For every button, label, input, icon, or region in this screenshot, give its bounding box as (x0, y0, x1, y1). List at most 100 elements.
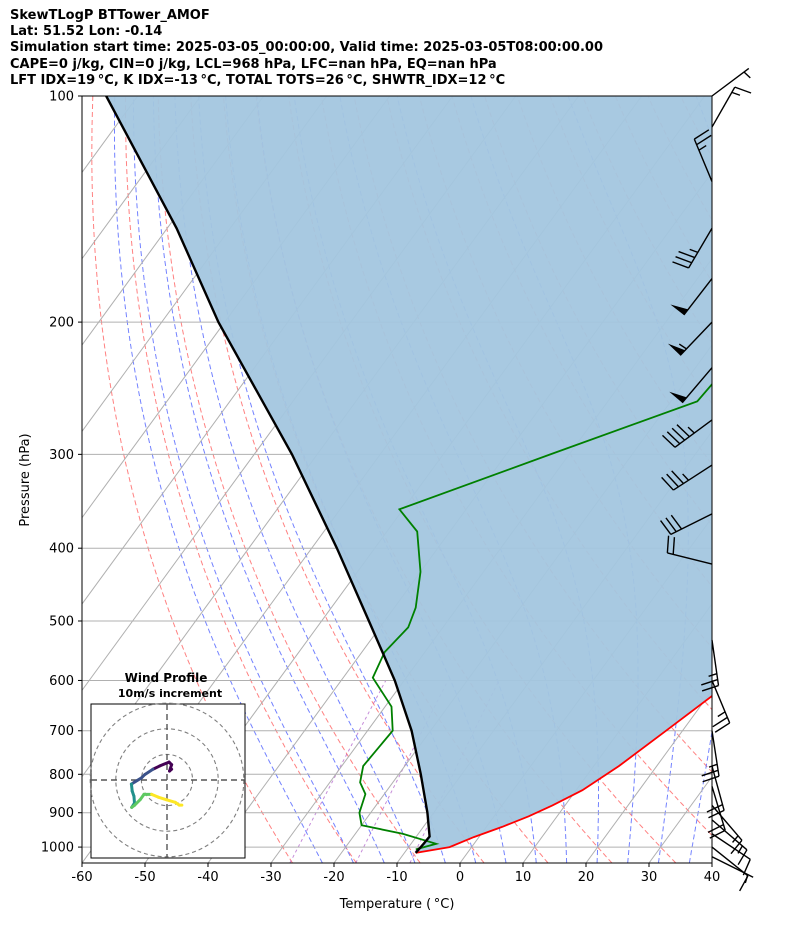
x-tick-label: 0 (456, 870, 464, 885)
moist-adiabat (152, 96, 385, 863)
barb-full (666, 535, 670, 554)
barb-flag (670, 304, 689, 315)
y-tick-label: 600 (49, 674, 74, 689)
dry-adiabat (746, 96, 794, 863)
x-tick-label: 40 (704, 870, 721, 885)
y-tick-label: 500 (49, 614, 74, 629)
barb-flag (669, 391, 687, 403)
hodograph-segment (164, 798, 177, 804)
barb-full (709, 829, 726, 839)
wind-barb (667, 321, 713, 356)
barb-half (737, 845, 743, 854)
barb-full (661, 476, 674, 491)
barb-flag (667, 343, 686, 356)
wind-barb (711, 819, 748, 866)
x-tick-label: -40 (197, 870, 218, 885)
barb-full (739, 875, 749, 892)
barb-shaft (679, 321, 713, 356)
wind-barb (701, 639, 720, 692)
moist-adiabat (114, 96, 323, 863)
chart-header: SkewTLogP BTTower_AMOF Lat: 51.52 Lon: -… (10, 8, 603, 89)
instability-indices: CAPE=0 j/kg, CIN=0 j/kg, LCL=968 hPa, LF… (10, 56, 497, 72)
moist-adiabat (752, 96, 794, 863)
barb-full (671, 427, 686, 441)
barb-full (706, 803, 723, 813)
barb-full (701, 678, 718, 686)
y-tick-label: 400 (49, 542, 74, 557)
isotherm (82, 96, 202, 260)
barb-shaft (667, 552, 713, 565)
hodograph-inset: Wind Profile 10m/s increment (89, 671, 246, 859)
barb-shaft (711, 786, 726, 831)
wind-barb (711, 846, 749, 892)
y-tick-label: 700 (49, 724, 74, 739)
hodograph-content (89, 702, 245, 858)
y-tick-label: 1000 (41, 841, 74, 856)
moist-adiabat (720, 96, 794, 863)
station-location: Lat: 51.52 Lon: -0.14 (10, 24, 163, 40)
x-tick-label: -20 (323, 870, 344, 885)
isotherm (711, 862, 712, 863)
barb-full (701, 684, 719, 692)
barb-shaft (670, 513, 713, 536)
barb-full (678, 250, 696, 259)
isotherm (585, 689, 712, 863)
barb-full (666, 431, 681, 445)
hodograph-segment (158, 760, 171, 768)
barb-full (660, 520, 672, 535)
wind-barb (661, 464, 713, 491)
wind-barb (666, 535, 713, 565)
barb-half (732, 835, 739, 843)
dry-adiabat (779, 96, 794, 863)
y-tick-label: 200 (49, 316, 74, 331)
hodograph-title: Wind Profile (125, 671, 208, 685)
moist-adiabat (133, 96, 354, 863)
barb-half (708, 763, 718, 768)
hodograph-subtitle: 10m/s increment (118, 687, 222, 700)
wind-barb (707, 786, 726, 839)
chart-title: SkewTLogP BTTower_AMOF (10, 8, 210, 23)
x-tick-label: -60 (71, 870, 92, 885)
barb-shaft (711, 639, 720, 686)
axes: -60 -50 -40 -30 -20 -10 0 10 20 30 40 100 200 300 400 5… (41, 90, 720, 886)
barb-shaft (683, 278, 713, 316)
barb-full (666, 473, 679, 488)
temperature-profile (415, 694, 712, 854)
barb-shaft (711, 804, 743, 841)
wind-barbs (660, 67, 754, 892)
isotherm (0, 96, 12, 863)
barb-full (707, 823, 724, 834)
barb-full (714, 722, 731, 733)
barb-half (708, 672, 718, 678)
y-tick-label: 300 (49, 448, 74, 463)
hodograph-frame (90, 703, 246, 859)
barb-half (717, 711, 726, 718)
barb-shaft (711, 680, 731, 724)
barb-full (665, 517, 677, 533)
barb-half (743, 71, 751, 79)
barb-full (670, 514, 683, 530)
x-tick-label: 20 (578, 870, 595, 885)
barb-shaft (693, 138, 713, 182)
barb-shaft (674, 419, 713, 448)
barb-half (689, 248, 699, 254)
dry-adiabat (125, 96, 357, 863)
barb-full (672, 261, 689, 269)
barb-full (742, 859, 751, 876)
barb-half (731, 91, 741, 96)
barb-full (696, 134, 712, 146)
x-tick-label: -30 (260, 870, 281, 885)
x-axis-label: Temperature ( °C) (339, 897, 455, 912)
parcel-profile (105, 96, 431, 854)
barb-shaft (711, 67, 750, 97)
barb-shaft (711, 833, 751, 860)
barb-shaft (711, 846, 749, 877)
x-tick-label: -10 (386, 870, 407, 885)
barb-full (712, 716, 728, 728)
barb-shaft (672, 464, 713, 491)
barb-shaft (688, 227, 713, 269)
barb-half (678, 343, 687, 350)
wind-barb (706, 765, 725, 819)
isotherm (0, 96, 75, 863)
